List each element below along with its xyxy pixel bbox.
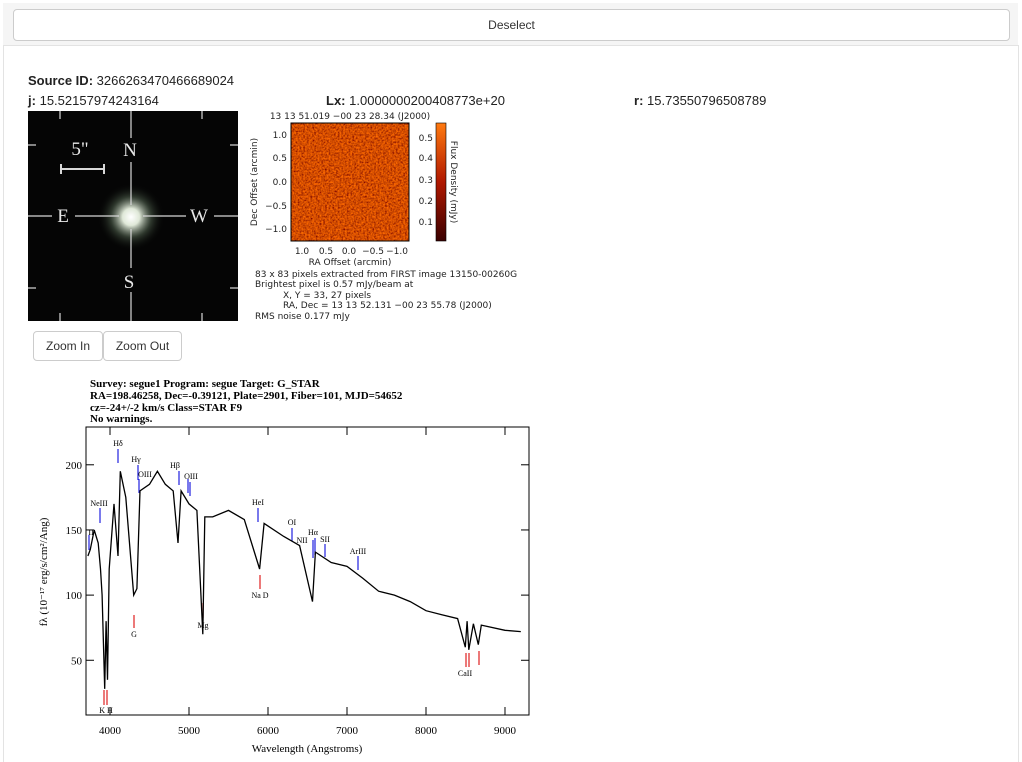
line-label: Na D xyxy=(251,591,268,600)
spectrum-header: No warnings. xyxy=(90,413,153,425)
field-label: Source ID xyxy=(28,73,93,88)
x-tick-label: 8000 xyxy=(415,725,438,737)
spectrum-header: Survey: segue1 Program: segue Target: G_… xyxy=(90,378,321,390)
info-line: RA, Dec = 13 13 52.131 −00 23 55.78 (J20… xyxy=(283,301,492,311)
x-tick-label: 6000 xyxy=(257,725,280,737)
field: Lx 1.0000000200408773e+20 xyxy=(326,93,505,108)
line-label: CaII xyxy=(458,669,473,678)
spectrum-header: RA=198.46258, Dec=-0.39121, Plate=2901, … xyxy=(90,390,403,402)
line-label: SII xyxy=(320,535,330,544)
colorbar-tick: 0.2 xyxy=(419,197,433,207)
x-tick-label: 9000 xyxy=(494,725,517,737)
spectrum: Survey: segue1 Program: segue Target: G_… xyxy=(38,378,530,755)
field-value: 15.73550796508789 xyxy=(647,93,767,108)
field-value: 15.52157974243164 xyxy=(39,93,159,108)
y-axis-label: Dec Offset (arcmin) xyxy=(250,138,260,226)
x-axis-label: RA Offset (arcmin) xyxy=(309,258,392,268)
line-label: OI xyxy=(288,518,297,527)
deselect-button[interactable]: Deselect xyxy=(13,9,1010,41)
colorbar-label: Flux Density (mJy) xyxy=(448,141,458,223)
line-label: Hδ xyxy=(113,439,123,448)
y-tick-label: −1.0 xyxy=(265,225,287,235)
info-line: X, Y = 33, 27 pixels xyxy=(283,291,371,301)
y-tick-label: 1.0 xyxy=(273,131,288,141)
colorbar-tick: 0.3 xyxy=(419,176,433,186)
line-label: ArIII xyxy=(350,547,367,556)
line-label: Hα xyxy=(308,528,319,537)
x-tick-label: 4000 xyxy=(99,725,122,737)
compass-label: S xyxy=(124,272,135,293)
scale-label: 5" xyxy=(71,139,88,160)
zoom-out-button[interactable]: Zoom Out xyxy=(103,331,182,361)
x-tick-label: 5000 xyxy=(178,725,201,737)
x-tick-label: 7000 xyxy=(336,725,359,737)
radio-image: 13 13 51.019 −00 23 28.34 (J2000) 1.0 0.… xyxy=(250,112,517,322)
line-label: Hβ xyxy=(170,461,180,470)
compass-label: E xyxy=(57,206,69,227)
spectrum-line xyxy=(87,470,521,689)
field: r 15.73550796508789 xyxy=(634,93,766,108)
y-tick-label: 200 xyxy=(66,460,83,472)
y-tick-label: 150 xyxy=(66,525,83,537)
line-label: NII xyxy=(296,536,307,545)
radio-header: 13 13 51.019 −00 23 28.34 (J2000) xyxy=(270,112,430,122)
compass-label: N xyxy=(123,140,137,161)
field: Source ID 3266263470466689024 xyxy=(28,73,234,88)
spectrum-header: cz=-24+/-2 km/s Class=STAR F9 xyxy=(90,402,243,414)
line-label: II xyxy=(88,528,94,537)
x-tick-label: 0.5 xyxy=(319,247,333,257)
y-tick-label: 0.5 xyxy=(273,154,287,164)
panel xyxy=(3,45,1019,762)
zoom-in-button[interactable]: Zoom In xyxy=(33,331,103,361)
field: j 15.52157974243164 xyxy=(28,93,159,108)
colorbar-tick: 0.5 xyxy=(419,134,433,144)
field-label: Lx xyxy=(326,93,346,108)
field-label: j xyxy=(28,93,36,108)
x-axis-label: Wavelength (Angstroms) xyxy=(252,743,363,755)
line-label: K H xyxy=(99,706,113,715)
line-label: HeI xyxy=(252,498,264,507)
x-tick-label: −0.5 xyxy=(362,247,384,257)
line-label: Hγ xyxy=(131,455,141,464)
y-tick-label: 100 xyxy=(66,590,83,602)
y-tick-label: 50 xyxy=(71,655,83,667)
compass-label: W xyxy=(190,206,208,227)
colorbar-tick: 0.1 xyxy=(419,218,433,228)
field-value: 1.0000000200408773e+20 xyxy=(349,93,505,108)
star-image: 5" N E W S xyxy=(28,111,238,321)
line-label: OIII xyxy=(138,470,152,479)
info-line: 83 x 83 pixels extracted from FIRST imag… xyxy=(255,270,517,280)
x-tick-label: −1.0 xyxy=(386,247,408,257)
x-tick-label: 0.0 xyxy=(342,247,357,257)
y-tick-label: 0.0 xyxy=(273,178,288,188)
info-line: Brightest pixel is 0.57 mJy/beam at xyxy=(255,280,414,290)
line-label: OIII xyxy=(184,472,198,481)
colorbar-tick: 0.4 xyxy=(419,154,434,164)
line-label: NeIII xyxy=(90,499,108,508)
y-tick-label: −0.5 xyxy=(265,202,287,212)
y-axis-label: fλ (10⁻¹⁷ erg/s/cm²/Ang) xyxy=(38,517,50,626)
line-label: G xyxy=(131,630,137,639)
field-value: 3266263470466689024 xyxy=(96,73,235,88)
field-label: r xyxy=(634,93,643,108)
x-tick-label: 1.0 xyxy=(295,247,310,257)
info-line: RMS noise 0.177 mJy xyxy=(255,312,350,322)
